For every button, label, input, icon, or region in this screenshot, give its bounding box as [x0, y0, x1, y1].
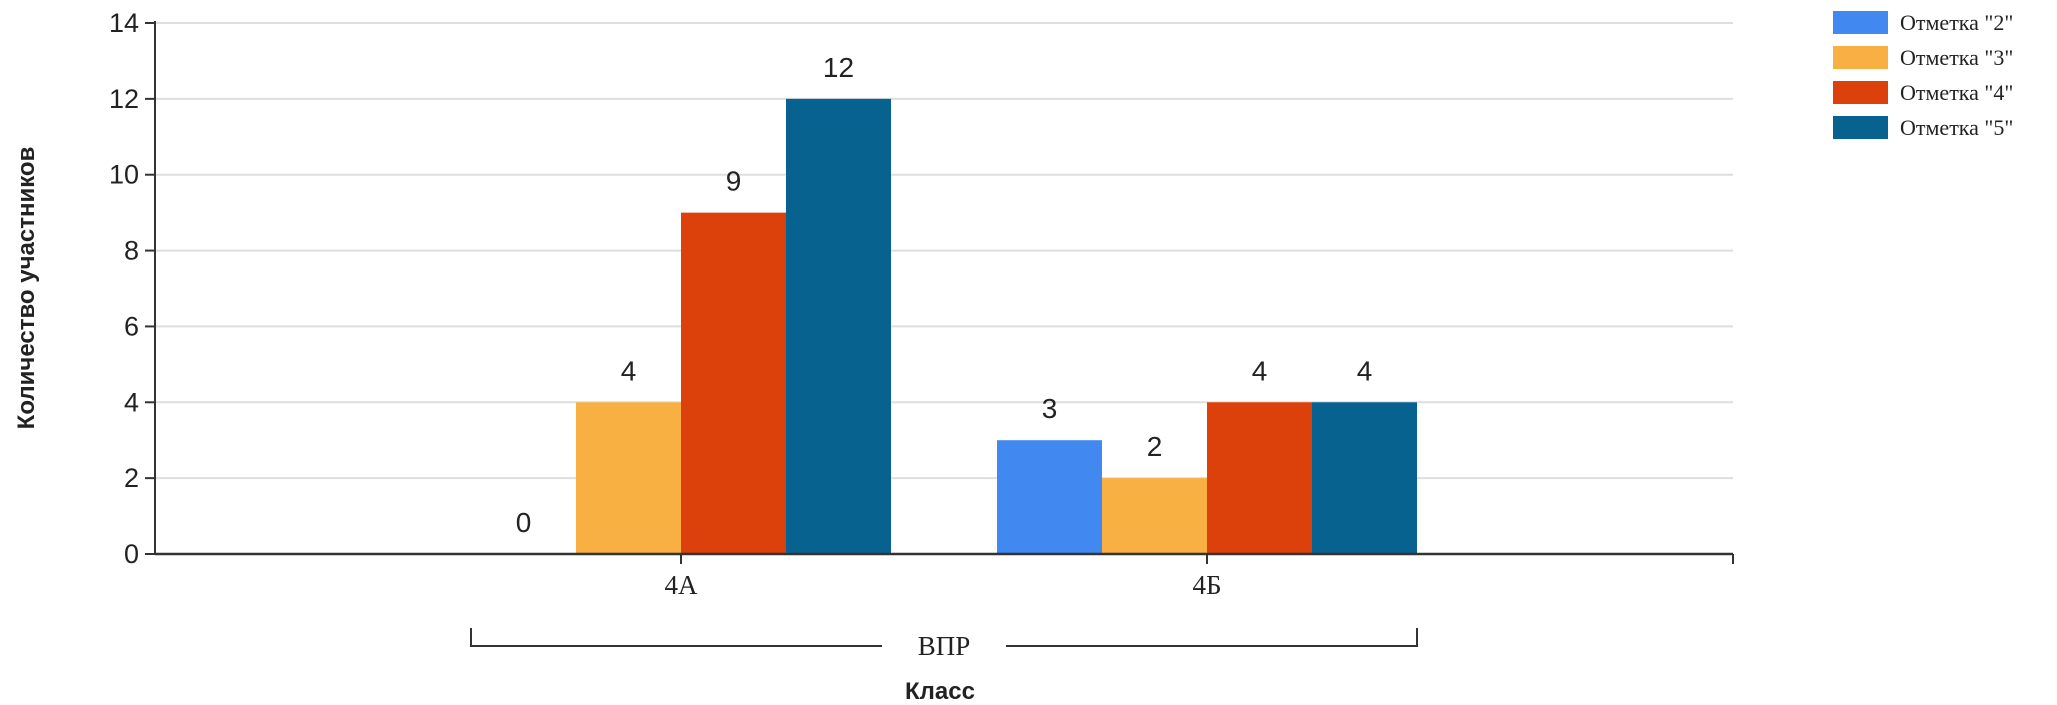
gridlines — [155, 22, 1733, 480]
y-tick-label: 12 — [109, 84, 139, 114]
bar-1-2 — [1207, 402, 1312, 554]
x-axis-categories: 4А 4Б — [665, 570, 1222, 600]
axes — [154, 21, 1734, 564]
legend-swatch — [1833, 11, 1888, 34]
y-tick-label: 0 — [124, 539, 139, 569]
data-label: 4 — [621, 355, 637, 386]
data-label: 4 — [1357, 355, 1373, 386]
group-bracket-right — [1006, 628, 1418, 647]
y-tick-label: 8 — [124, 236, 139, 266]
bar-0-1 — [576, 402, 681, 554]
category-group: ВПР — [470, 628, 1418, 661]
bar-1-0 — [997, 440, 1102, 554]
data-label: 0 — [516, 507, 532, 538]
bars — [576, 98, 1417, 554]
y-tick-label: 6 — [124, 311, 139, 341]
data-label: 9 — [726, 166, 742, 197]
data-label: 2 — [1147, 431, 1163, 462]
bar-1-3 — [1312, 402, 1417, 554]
group-label: ВПР — [918, 631, 971, 661]
legend-label: Отметка "3" — [1900, 45, 2013, 70]
legend-swatch — [1833, 46, 1888, 69]
legend-label: Отметка "4" — [1900, 80, 2013, 105]
group-bracket-left — [470, 628, 882, 647]
bar-0-2 — [681, 212, 786, 554]
data-label: 4 — [1252, 355, 1268, 386]
legend-swatch — [1833, 116, 1888, 139]
y-axis-title: Количество участников — [13, 147, 40, 430]
y-tick-label: 2 — [124, 463, 139, 493]
data-label: 12 — [823, 52, 854, 83]
data-label: 3 — [1042, 393, 1058, 424]
bar-0-3 — [786, 98, 891, 554]
legend-swatch — [1833, 81, 1888, 104]
y-tick-label: 14 — [109, 8, 139, 38]
x-category-label: 4Б — [1192, 570, 1221, 600]
x-category-label: 4А — [665, 570, 699, 600]
y-axis-ticks: 0 2 4 6 8 10 12 14 — [109, 8, 155, 569]
y-tick-label: 10 — [109, 160, 139, 190]
legend: Отметка "2" Отметка "3" Отметка "4" Отметка… — [1833, 10, 2013, 140]
legend-label: Отметка "5" — [1900, 115, 2013, 140]
x-axis-title: Класс — [905, 678, 975, 705]
y-tick-label: 4 — [124, 387, 139, 417]
legend-label: Отметка "2" — [1900, 10, 2013, 35]
bar-1-1 — [1102, 478, 1207, 554]
data-labels: 0 4 9 12 3 2 4 4 — [516, 52, 1373, 538]
